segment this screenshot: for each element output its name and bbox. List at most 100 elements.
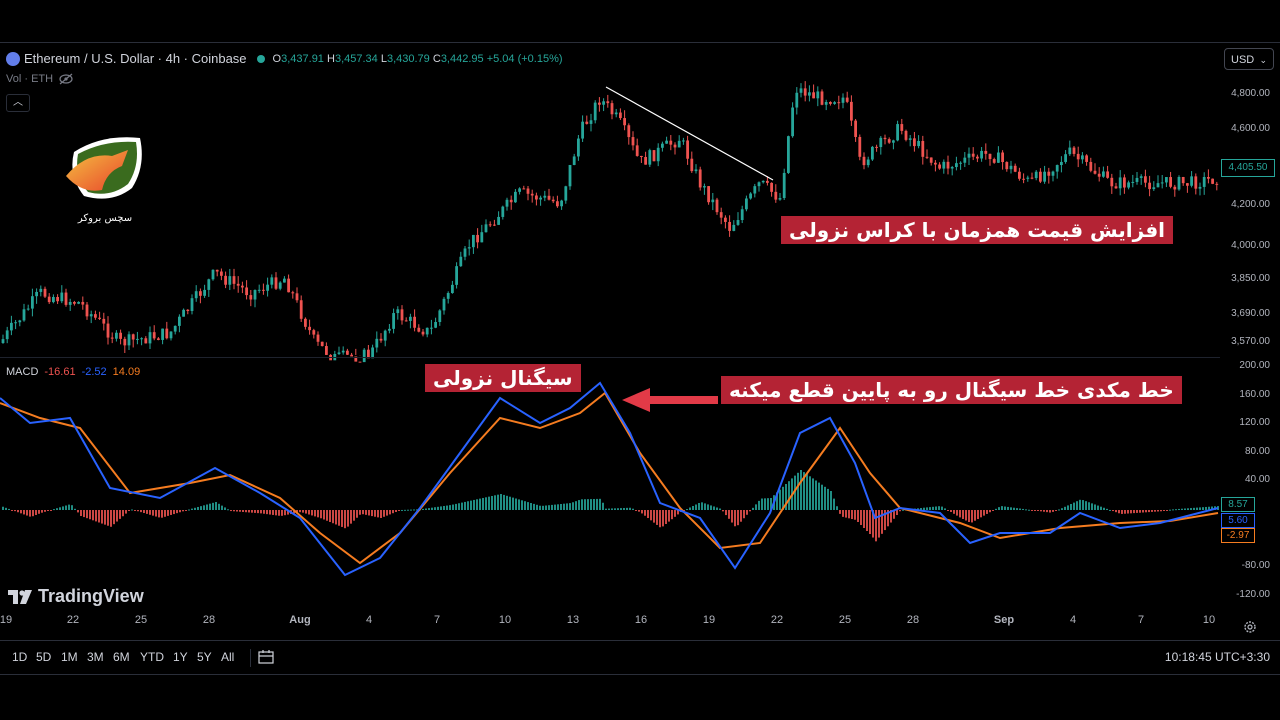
macd-histogram-bar (347, 510, 349, 527)
macd-histogram-bar (179, 510, 181, 513)
macd-histogram-bar (329, 510, 331, 522)
macd-tick: 160.00 (1239, 389, 1270, 400)
price-candle (388, 328, 391, 331)
timeframe-1y[interactable]: 1Y (173, 650, 188, 664)
time-tick: 25 (838, 614, 852, 626)
timeframe-5y[interactable]: 5Y (197, 650, 212, 664)
price-candle (404, 320, 408, 322)
date-range-icon[interactable] (258, 649, 276, 665)
price-candle (719, 212, 723, 218)
timeframe-1m[interactable]: 1M (61, 650, 78, 664)
macd-histogram-bar (494, 495, 496, 510)
price-candle (89, 314, 93, 317)
price-candle (383, 330, 387, 341)
eye-off-icon[interactable] (59, 73, 73, 85)
price-candle (535, 195, 538, 200)
settings-gear-icon[interactable] (1243, 620, 1257, 634)
price-candle (1081, 155, 1084, 160)
tradingview-logo-icon (8, 589, 32, 604)
macd-histogram-bar (272, 510, 274, 515)
macd-histogram-bar (1169, 509, 1171, 511)
price-candle (413, 316, 416, 328)
macd-histogram-bar (389, 510, 391, 515)
macd-title[interactable]: MACD (6, 366, 39, 378)
price-candle (1211, 178, 1214, 184)
macd-histogram-bar (1028, 509, 1030, 511)
price-candle (904, 130, 908, 140)
tradingview-logo[interactable]: TradingView (8, 586, 144, 607)
chart-svg[interactable] (0, 43, 1280, 640)
timeframe-5d[interactable]: 5D (36, 650, 52, 664)
macd-histogram-bar (374, 510, 376, 517)
clock[interactable]: 10:18:45 UTC+3:30 (1164, 650, 1270, 664)
price-candle (648, 150, 652, 165)
time-axis[interactable]: 19 22 25 28 Aug 4 7 10 13 16 19 22 25 28… (0, 614, 1240, 634)
price-candle (438, 310, 442, 322)
time-tick: 4 (365, 614, 373, 626)
macd-histogram-bar (629, 507, 631, 510)
price-candle (518, 188, 521, 192)
macd-histogram-bar (59, 507, 61, 510)
macd-histogram-bar (926, 507, 928, 510)
collapse-legend-button[interactable]: ︿ (6, 94, 30, 112)
macd-histogram-bar (575, 501, 577, 510)
macd-histogram-bar (11, 510, 13, 511)
time-tick: 22 (770, 614, 784, 626)
macd-histogram-bar (1208, 506, 1210, 510)
macd-histogram-bar (1157, 510, 1159, 512)
price-candle (787, 136, 790, 173)
price-candle (1089, 161, 1093, 171)
macd-histogram-bar (140, 510, 142, 513)
macd-histogram-bar (2, 506, 4, 510)
timeframe-1d[interactable]: 1D (12, 650, 28, 664)
price-candle (505, 199, 509, 207)
timeframe-3m[interactable]: 3M (87, 650, 104, 664)
macd-histogram-bar (317, 510, 319, 518)
symbol-legend[interactable]: Ethereum / U.S. Dollar · 4h · Coinbase O… (6, 51, 563, 66)
price-candle (136, 338, 139, 340)
macd-histogram-bar (977, 510, 979, 520)
pane-separator[interactable] (0, 357, 1220, 358)
macd-histogram-bar (101, 510, 103, 524)
price-candle (459, 256, 463, 267)
price-candle (669, 140, 673, 145)
macd-histogram-bar (659, 510, 661, 528)
price-candle (1001, 152, 1004, 163)
price-candle (963, 157, 967, 163)
timeframe-all[interactable]: All (221, 650, 235, 664)
macd-histogram-bar (65, 505, 67, 510)
price-candle (451, 284, 454, 294)
price-candle (992, 159, 996, 163)
chart-area[interactable] (0, 43, 1280, 640)
macd-histogram-bar (923, 507, 925, 510)
macd-histogram-bar (1100, 506, 1102, 510)
symbol-title[interactable]: Ethereum / U.S. Dollar · 4h · Coinbase (24, 51, 247, 66)
macd-histogram-bar (983, 510, 985, 516)
price-candle (379, 338, 383, 341)
macd-histogram-bar (443, 505, 445, 510)
macd-histogram-bar (50, 510, 52, 511)
timeframe-ytd[interactable]: YTD (140, 650, 164, 664)
price-candle (900, 124, 904, 131)
price-candle (1173, 186, 1177, 190)
price-candle (31, 296, 34, 309)
macd-histogram-bar (1025, 509, 1027, 511)
macd-histogram-bar (674, 510, 676, 517)
currency-select[interactable]: USD ⌄ (1224, 48, 1274, 70)
macd-histogram-bar (707, 504, 709, 510)
macd-histogram-bar (917, 508, 919, 510)
price-candle (119, 332, 122, 339)
macd-histogram-bar (182, 510, 184, 512)
macd-histogram-bar (893, 510, 895, 519)
volume-legend[interactable]: Vol · ETH (6, 73, 73, 85)
macd-histogram-bar (248, 510, 250, 513)
macd-histogram-bar (14, 510, 16, 512)
macd-histogram-bar (731, 510, 733, 523)
macd-histogram-bar (476, 499, 478, 510)
price-candle (64, 292, 68, 305)
macd-histogram-bar (335, 510, 337, 525)
price-candle (1005, 162, 1009, 170)
timeframe-6m[interactable]: 6M (113, 650, 130, 664)
macd-legend[interactable]: MACD -16.61 -2.52 14.09 (6, 366, 140, 378)
price-candle (85, 304, 89, 317)
